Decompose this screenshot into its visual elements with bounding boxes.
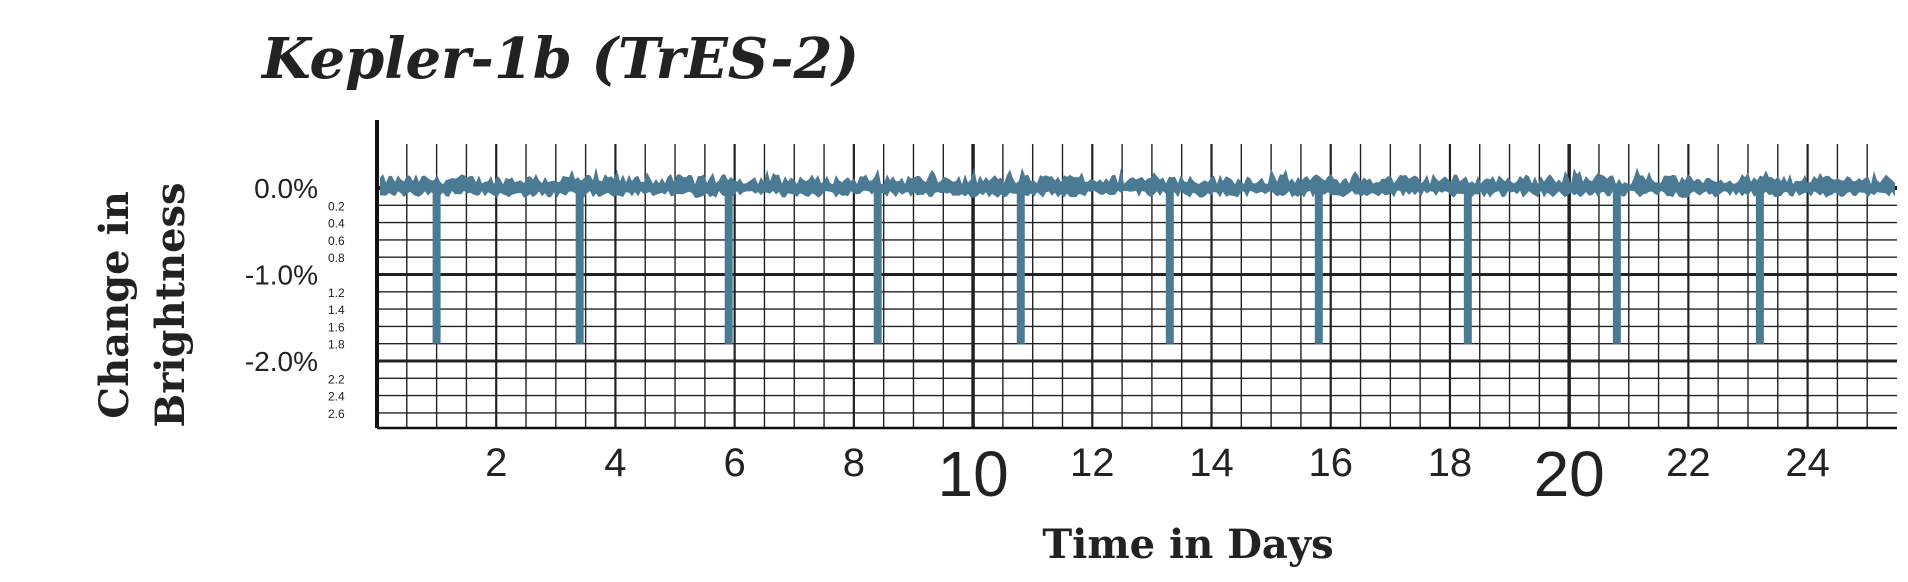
y-axis-label: Change in Brightness — [91, 182, 194, 427]
y-tick-label-minor: 1.4 — [328, 303, 345, 317]
x-tick-label: 24 — [1785, 441, 1830, 485]
x-axis-label: Time in Days — [1042, 521, 1333, 568]
y-tick-label-major: -1.0% — [245, 260, 318, 291]
y-tick-label-minor: 2.2 — [328, 372, 345, 386]
y-axis-label-line-1: Change in — [91, 191, 138, 419]
y-tick-label-minor: 1.6 — [328, 320, 345, 334]
y-tick-label-minor: 0.6 — [328, 234, 345, 248]
y-tick-label-minor: 0.8 — [328, 251, 345, 265]
y-tick-label-major: -2.0% — [245, 346, 318, 377]
x-tick-label: 2 — [485, 441, 507, 485]
y-tick-label-minor: 0.2 — [328, 199, 345, 213]
x-tick-label: 22 — [1666, 441, 1711, 485]
y-tick-label-minor: 1.2 — [328, 286, 345, 300]
y-axis-label-line-2: Brightness — [147, 182, 194, 427]
x-tick-label: 20 — [1534, 438, 1605, 510]
y-tick-label-minor: 2.6 — [328, 407, 345, 421]
y-tick-label-minor: 2.4 — [328, 390, 345, 404]
x-tick-label: 18 — [1428, 441, 1473, 485]
x-tick-label: 14 — [1189, 441, 1234, 485]
chart-title: Kepler-1b (TrES-2) — [260, 26, 859, 92]
tick-labels: 0.0% -1.0% -2.0% 0.2 0.4 0.6 0.8 1.2 1.4 1.6 1.8 2.… — [245, 173, 1830, 510]
y-tick-label-minor: 0.4 — [328, 217, 345, 231]
grid — [375, 120, 1897, 430]
x-tick-label: 12 — [1070, 441, 1115, 485]
light-curve-band — [380, 167, 1895, 198]
x-tick-label: 4 — [604, 441, 626, 485]
x-tick-label: 8 — [843, 441, 865, 485]
y-tick-label-major: 0.0% — [254, 173, 318, 204]
y-tick-label-minor: 1.8 — [328, 338, 345, 352]
x-tick-label: 6 — [724, 441, 746, 485]
x-tick-label: 10 — [937, 438, 1008, 510]
x-tick-label: 16 — [1308, 441, 1353, 485]
series — [380, 167, 1895, 344]
